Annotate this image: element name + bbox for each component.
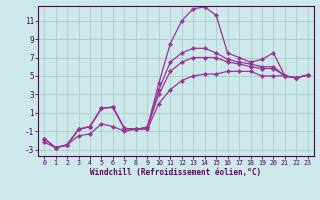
X-axis label: Windchill (Refroidissement éolien,°C): Windchill (Refroidissement éolien,°C) — [91, 168, 261, 177]
